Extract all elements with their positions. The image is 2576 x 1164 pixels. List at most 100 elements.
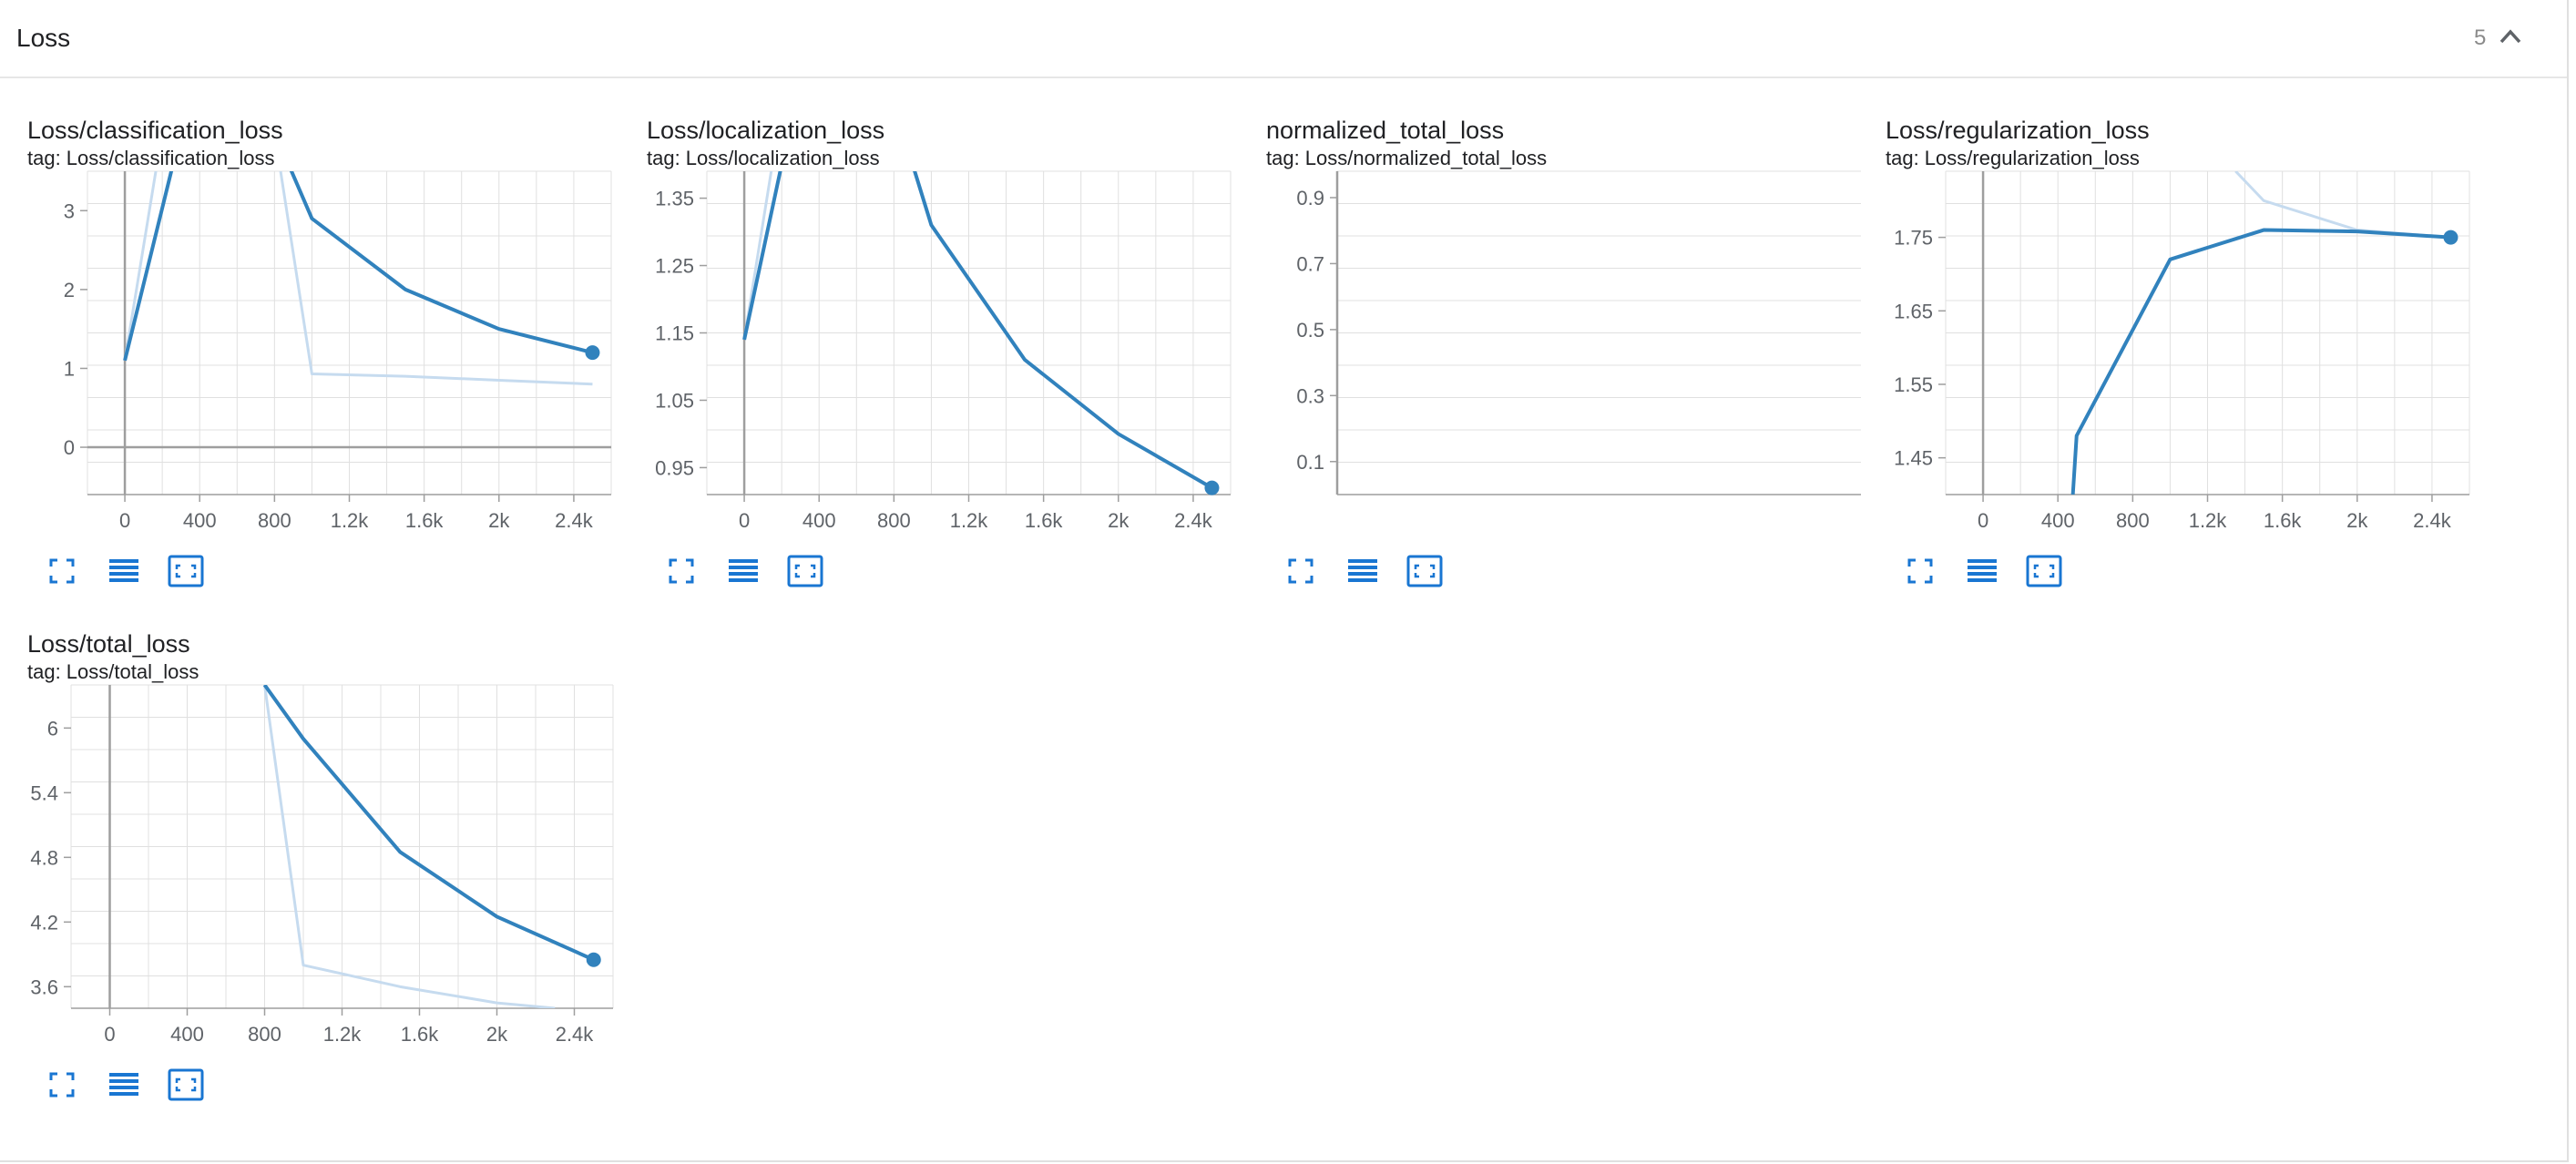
card-toolbar — [44, 551, 204, 591]
chart-plot[interactable]: 0.1 0.3 0.5 0.7 0.9 — [1255, 170, 1861, 545]
group-title: Loss — [16, 24, 71, 52]
card-title: Loss/regularization_loss — [1886, 117, 2150, 144]
card-title: Loss/classification_loss — [27, 117, 283, 144]
x-tick-label: 2.4k — [556, 1023, 595, 1046]
group-count: 5 — [2474, 26, 2487, 50]
y-tick-label: 4.8 — [30, 846, 58, 869]
chart-card-classification-loss: Loss/classification_loss tag: Loss/class… — [16, 117, 618, 608]
fullscreen-icon[interactable] — [1283, 553, 1319, 589]
card-tag: tag: Loss/classification_loss — [27, 147, 275, 169]
series-line-raw — [263, 685, 556, 1008]
series-line-raw — [742, 171, 773, 341]
series-endpoint-dot[interactable] — [585, 345, 600, 361]
card-toolbar — [44, 1065, 204, 1105]
x-tick-label: 2.4k — [1174, 509, 1213, 532]
y-tick-label: 1.35 — [655, 188, 694, 210]
series-endpoint-dot[interactable] — [2443, 230, 2458, 245]
series-endpoint-dot[interactable] — [1204, 480, 1220, 495]
card-toolbar — [1283, 551, 1443, 591]
y-tick-label: 0.3 — [1296, 384, 1324, 407]
x-tick-label: 1.2k — [2189, 509, 2228, 532]
toggle-y-log-icon[interactable] — [106, 553, 142, 589]
toggle-y-log-icon[interactable] — [725, 553, 762, 589]
x-tick-label: 400 — [802, 509, 836, 532]
y-tick-label: 1.45 — [1894, 447, 1933, 470]
x-tick-label: 800 — [248, 1023, 281, 1046]
toggle-y-log-icon[interactable] — [1964, 553, 2000, 589]
x-tick-label: 2k — [2346, 509, 2368, 532]
series-line-smoothed — [742, 171, 1213, 490]
x-tick-label: 0 — [119, 509, 130, 532]
series-endpoint-dot[interactable] — [586, 952, 601, 967]
x-tick-label: 0 — [104, 1023, 115, 1046]
x-tick-label: 400 — [183, 509, 217, 532]
fit-domain-icon[interactable] — [1406, 553, 1443, 589]
x-tick-label: 800 — [2116, 509, 2150, 532]
x-tick-label: 2.4k — [2413, 509, 2452, 532]
y-tick-label: 1.75 — [1894, 227, 1933, 250]
chart-card-total-loss: Loss/total_loss tag: Loss/total_loss 3.6… — [16, 630, 618, 1122]
card-title: Loss/total_loss — [27, 630, 190, 658]
x-tick-label: 1.2k — [323, 1023, 363, 1046]
y-tick-label: 1.15 — [655, 322, 694, 345]
fullscreen-icon[interactable] — [1902, 553, 1938, 589]
y-tick-label: 0.5 — [1296, 319, 1324, 342]
card-tag: tag: Loss/total_loss — [27, 660, 199, 683]
y-tick-label: 1.65 — [1894, 300, 1933, 322]
series-line-raw — [123, 171, 593, 386]
x-tick-label: 0 — [1978, 509, 1988, 532]
chart-card-localization-loss: Loss/localization_loss tag: Loss/localiz… — [636, 117, 1237, 608]
y-tick-label: 2 — [64, 279, 75, 301]
fullscreen-icon[interactable] — [663, 553, 700, 589]
y-tick-label: 4.2 — [30, 911, 58, 934]
card-toolbar — [1902, 551, 2062, 591]
x-tick-label: 1.2k — [331, 509, 370, 532]
fullscreen-icon[interactable] — [44, 1067, 80, 1103]
x-tick-label: 2k — [486, 1023, 508, 1046]
card-title: Loss/localization_loss — [647, 117, 885, 144]
group-header[interactable]: Loss 5 — [0, 0, 2567, 78]
x-tick-label: 1.6k — [401, 1023, 440, 1046]
x-tick-label: 2k — [1108, 509, 1130, 532]
y-tick-label: 0 — [64, 436, 75, 459]
x-tick-label: 2k — [488, 509, 510, 532]
x-tick-label: 0 — [739, 509, 750, 532]
fit-domain-icon[interactable] — [2026, 553, 2062, 589]
series-line-smoothed — [262, 685, 595, 962]
card-tag: tag: Loss/normalized_total_loss — [1266, 147, 1548, 169]
x-tick-label: 1.6k — [1025, 509, 1064, 532]
fullscreen-icon[interactable] — [44, 553, 80, 589]
x-tick-label: 1.2k — [950, 509, 989, 532]
y-tick-label: 6 — [47, 717, 58, 740]
chart-plot[interactable]: 1.45 1.55 1.65 1.75 0 400 800 1.2k 1.6k 2k 2.4k — [1875, 170, 2476, 545]
toggle-y-log-icon[interactable] — [1344, 553, 1381, 589]
toggle-y-log-icon[interactable] — [106, 1067, 142, 1103]
x-tick-label: 2.4k — [555, 509, 594, 532]
x-tick-label: 1.6k — [405, 509, 445, 532]
chart-plot[interactable]: 3.6 4.2 4.8 5.4 6 0 400 800 1.2k 1.6k 2k 2.4k — [16, 684, 618, 1058]
fit-domain-icon[interactable] — [787, 553, 823, 589]
chart-plot[interactable]: 0 1 2 3 0 400 800 1.2k 1.6k 2k 2.4k — [16, 170, 618, 545]
card-tag: tag: Loss/regularization_loss — [1886, 147, 2140, 169]
x-tick-label: 800 — [877, 509, 911, 532]
fit-domain-icon[interactable] — [168, 553, 204, 589]
chart-card-normalized-total-loss: normalized_total_loss tag: Loss/normaliz… — [1255, 117, 1861, 608]
chevron-up-icon[interactable] — [2494, 20, 2527, 53]
y-tick-label: 0.7 — [1296, 252, 1324, 275]
y-tick-label: 1.55 — [1894, 373, 1933, 396]
chart-plot[interactable]: 0.95 1.05 1.15 1.25 1.35 0 400 800 1.2k 1.6k 2k 2.4… — [636, 170, 1237, 545]
fit-domain-icon[interactable] — [168, 1067, 204, 1103]
y-tick-label: 0.9 — [1296, 187, 1324, 209]
x-tick-label: 1.6k — [2264, 509, 2303, 532]
y-tick-label: 3.6 — [30, 975, 58, 998]
card-tag: tag: Loss/localization_loss — [647, 147, 880, 169]
x-tick-label: 400 — [170, 1023, 204, 1046]
y-tick-label: 0.95 — [655, 456, 694, 479]
series-line-smoothed — [123, 171, 593, 362]
y-tick-label: 3 — [64, 199, 75, 222]
y-tick-label: 1.05 — [655, 389, 694, 412]
y-tick-label: 1 — [64, 357, 75, 380]
series-line-raw — [2234, 171, 2451, 240]
y-tick-label: 0.1 — [1296, 451, 1324, 474]
